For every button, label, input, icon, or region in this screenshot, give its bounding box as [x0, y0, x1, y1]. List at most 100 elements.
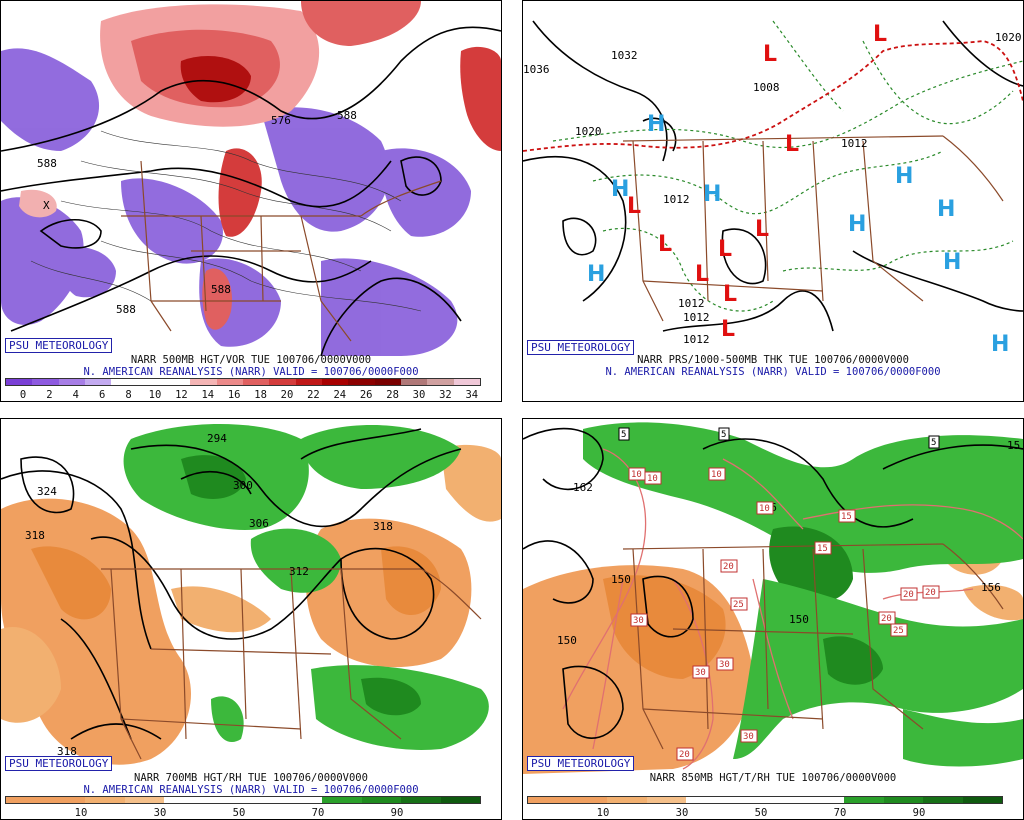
- temperature-label: 30: [743, 732, 754, 742]
- colorbar-swatch: [6, 379, 33, 385]
- panel-pressure-thickness: H H H H H H H H H L L L L L L L L L L 10…: [522, 0, 1024, 402]
- high-pressure-center: H: [647, 112, 665, 137]
- temperature-label-box: [740, 729, 758, 743]
- contour-label: 588: [211, 283, 231, 296]
- colorbar-swatch: [440, 797, 480, 803]
- colorbar-swatch: [844, 797, 884, 803]
- relative-humidity-colorbar: [527, 796, 1003, 804]
- colorbar-tick-label: 6: [99, 389, 106, 401]
- temperature-label-box: [838, 509, 856, 523]
- colorbar-swatch: [243, 797, 283, 803]
- isobar-label: 1012: [841, 137, 868, 150]
- colorbar-swatch: [374, 379, 401, 385]
- low-pressure-center: L: [763, 42, 777, 67]
- temperature-label-box: [900, 587, 918, 601]
- contour-label: 15: [1007, 439, 1020, 452]
- low-pressure-center: L: [785, 132, 799, 157]
- isobar-label: 1012: [678, 297, 705, 310]
- low-pressure-center: L: [721, 317, 735, 342]
- low-pressure-center: L: [718, 237, 732, 262]
- temperature-label: 30: [695, 668, 706, 678]
- colorbar-swatch: [453, 379, 480, 385]
- high-pressure-center: H: [848, 212, 866, 237]
- moist-areas: [123, 424, 489, 750]
- colorbar-swatch: [322, 797, 362, 803]
- colorbar-swatch: [427, 379, 454, 385]
- colorbar-tick-label: 8: [125, 389, 132, 401]
- colorbar-tick-label: 90: [912, 807, 926, 819]
- colorbar-swatch: [295, 379, 322, 385]
- isobar-label: 1036: [523, 63, 550, 76]
- colorbar-tick-label: 30: [153, 807, 167, 819]
- colorbar-swatch: [164, 797, 204, 803]
- map-500mb-vorticity: 588 588 588 576 588 X: [1, 1, 501, 356]
- temperature-label: 30: [719, 660, 730, 670]
- colorbar-swatch: [58, 379, 85, 385]
- relative-humidity-colorbar-ticks: 10 30 50 70 90: [5, 807, 497, 819]
- psu-meteorology-badge: PSU METEOROLOGY: [527, 756, 635, 771]
- temperature-label-box: [716, 657, 734, 671]
- vorticity-contours: [30, 130, 422, 312]
- temperature-label-box: [630, 613, 648, 627]
- low-pressure-center: L: [755, 217, 769, 242]
- temperature-label: 10: [711, 470, 722, 480]
- temperature-label: 5: [721, 430, 726, 440]
- colorbar-tick-label: 18: [254, 389, 267, 401]
- temperature-label-box: [718, 427, 730, 441]
- panel-subtitle: N. AMERICAN REANALYSIS (NARR) VALID = 10…: [83, 366, 419, 378]
- colorbar-tick-label: 4: [72, 389, 79, 401]
- temperature-label: 20: [903, 590, 914, 600]
- contour-label: 588: [37, 157, 57, 170]
- height-contours: [1, 26, 501, 356]
- temperature-label: 15: [841, 512, 852, 522]
- temperature-label-box: [890, 623, 908, 637]
- vorticity-colorbar: [5, 378, 481, 386]
- colorbar-swatch: [962, 797, 1002, 803]
- colorbar-swatch: [84, 379, 112, 385]
- colorbar-tick-label: 10: [148, 389, 162, 401]
- colorbar-swatch: [686, 797, 726, 803]
- contour-label: 150: [789, 613, 809, 626]
- panel-subtitle: N. AMERICAN REANALYSIS (NARR) VALID = 10…: [83, 784, 419, 796]
- temperature-label-box: [730, 597, 748, 611]
- contour-label: 324: [37, 485, 57, 498]
- colorbar-swatch: [923, 797, 963, 803]
- political-borders: [622, 543, 1004, 750]
- colorbar-swatch: [883, 797, 923, 803]
- colorbar-swatch: [804, 797, 844, 803]
- colorbar-swatch: [124, 797, 164, 803]
- colorbar-tick-label: 22: [307, 389, 320, 401]
- vorticity-max-marker: X: [43, 199, 50, 212]
- colorbar-tick-label: 30: [675, 807, 689, 819]
- temperature-label: 10: [631, 470, 642, 480]
- colorbar-tick-label: 26: [359, 389, 373, 401]
- colorbar-tick-label: 24: [333, 389, 347, 401]
- isobar-label: 1012: [663, 193, 690, 206]
- temperature-label-box: [922, 585, 940, 599]
- colorbar-swatch: [607, 797, 647, 803]
- temperature-label: 15: [817, 544, 828, 554]
- colorbar-swatch: [567, 797, 607, 803]
- panel-subtitle: N. AMERICAN REANALYSIS (NARR) VALID = 10…: [605, 366, 941, 378]
- colorbar-tick-label: 90: [390, 807, 404, 819]
- colorbar-swatch: [190, 379, 217, 385]
- thickness-contours: [552, 20, 1023, 312]
- colorbar-swatch: [646, 797, 686, 803]
- colorbar-swatch: [163, 379, 191, 385]
- panel-title: NARR PRS/1000-500MB THK TUE 100706/0000V…: [637, 354, 909, 366]
- colorbar-swatch: [282, 797, 322, 803]
- political-borders: [101, 568, 482, 760]
- colorbar-tick-label: 70: [311, 807, 325, 819]
- contour-label: 306: [249, 517, 269, 530]
- low-pressure-center: L: [658, 232, 672, 257]
- high-pressure-center: H: [991, 332, 1009, 356]
- contour-label: 156: [981, 581, 1001, 594]
- temperature-label-box: [878, 611, 896, 625]
- temperature-label: 5: [931, 438, 936, 448]
- isobar-label: 1012: [683, 333, 710, 346]
- temperature-label: 10: [759, 504, 770, 514]
- pressure-centers: H H H H H H H H H L L L L L L L L L L: [587, 22, 1009, 356]
- psu-meteorology-badge: PSU METEOROLOGY: [527, 340, 635, 355]
- colorbar-tick-label: 10: [596, 807, 610, 819]
